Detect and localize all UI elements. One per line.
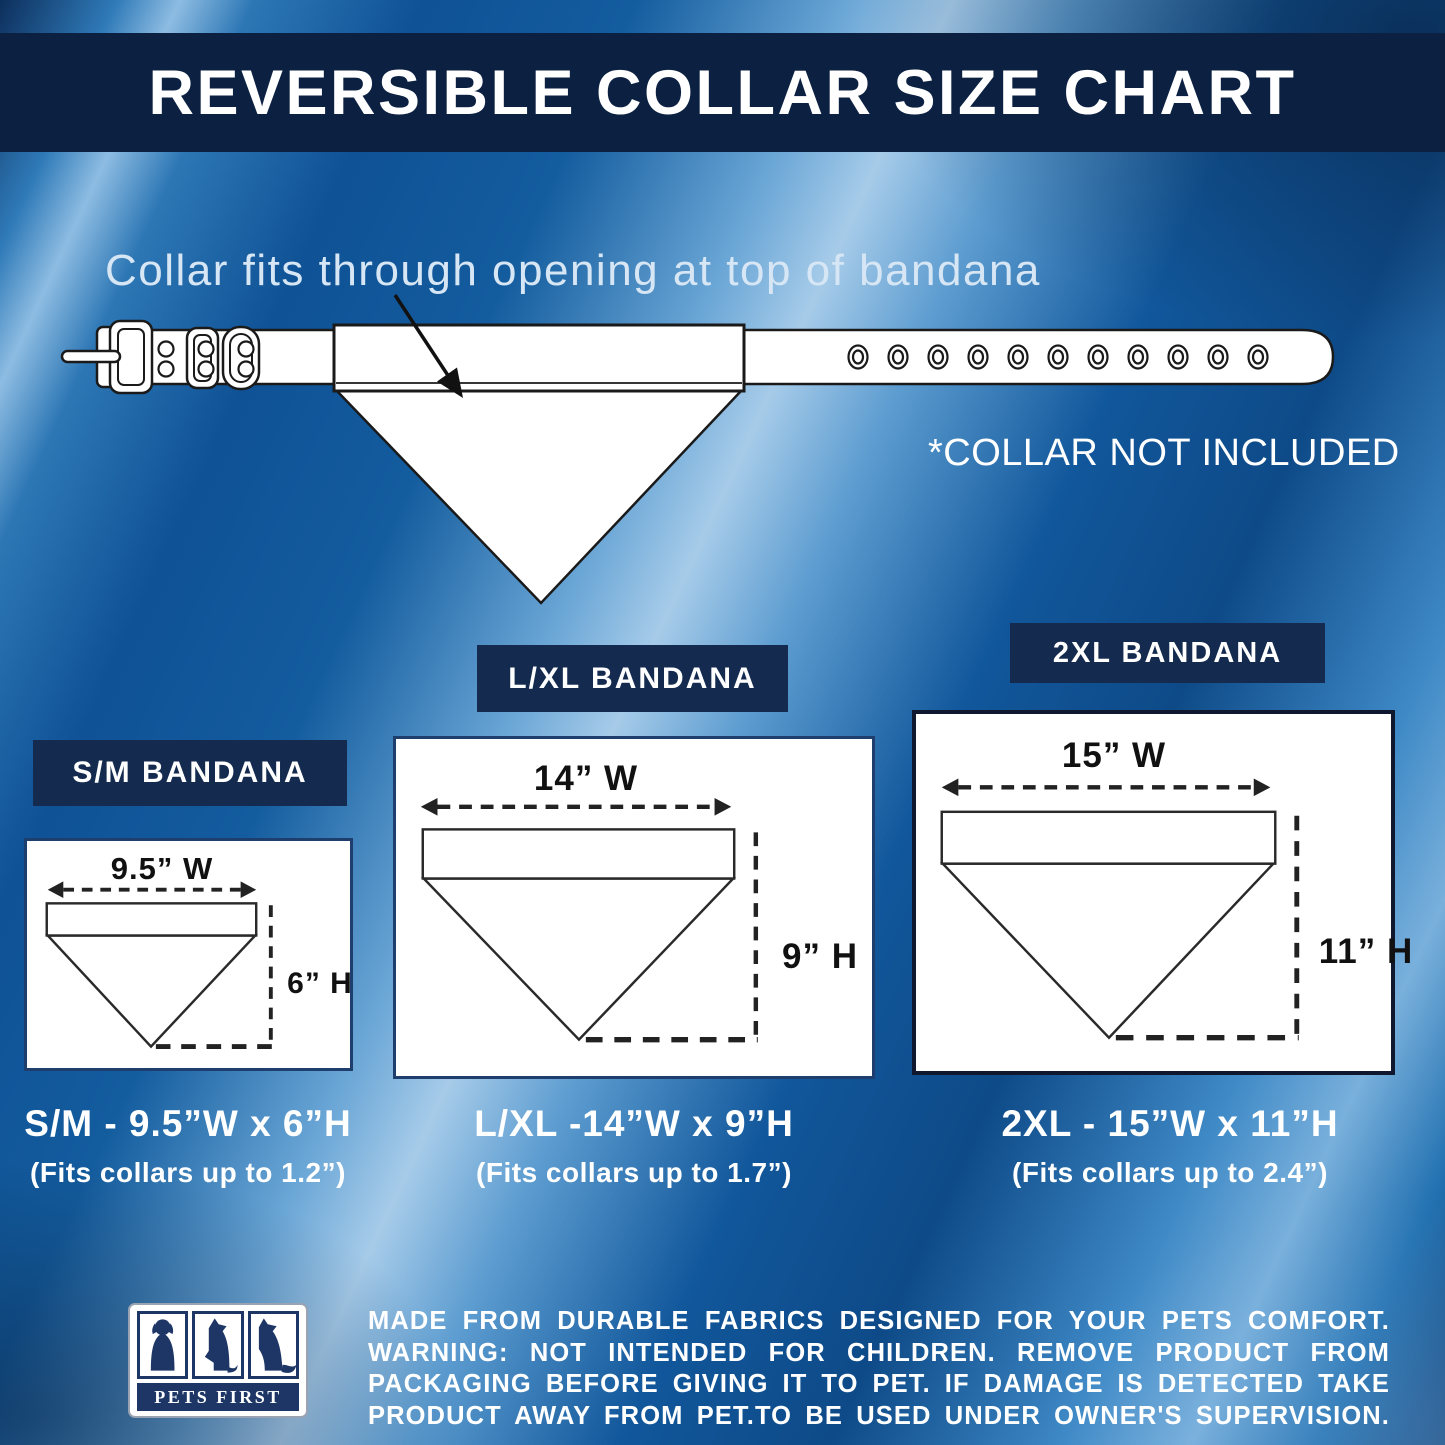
label-2xl-bandana: 2XL BANDANA <box>1010 623 1325 683</box>
caption-sm-size: S/M - 9.5”W x 6”H <box>24 1103 352 1144</box>
logo-frames <box>137 1311 299 1379</box>
caption-lxl-size: L/XL -14”W x 9”H <box>474 1103 794 1144</box>
caption-lxl-fits: (Fits collars up to 1.7”) <box>476 1157 792 1188</box>
pointer-arrow-icon <box>393 294 463 398</box>
lxl-triangle <box>420 877 737 1042</box>
dog-frame-1 <box>137 1311 189 1379</box>
sm-width-arrow <box>47 881 257 898</box>
panel-lxl: 14” W 9” H <box>393 736 875 1079</box>
buckle-holes <box>157 340 255 378</box>
sm-height-label: 6” H <box>287 967 353 1000</box>
2xl-width-label: 15” W <box>1061 736 1167 775</box>
dog-icon-labrador <box>150 1319 175 1371</box>
label-sm-bandana: S/M BANDANA <box>33 740 347 806</box>
caption-sm: S/M - 9.5”W x 6”H (Fits collars up to 1.… <box>16 1103 360 1189</box>
collar-note: *COLLAR NOT INCLUDED <box>928 432 1400 474</box>
2xl-height-label: 11” H <box>1318 932 1414 971</box>
caption-lxl: L/XL -14”W x 9”H (Fits collars up to 1.7… <box>459 1103 809 1189</box>
caption-2xl-size: 2XL - 15”W x 11”H <box>1001 1103 1339 1144</box>
lxl-diagram <box>420 797 759 1043</box>
2xl-diagram <box>939 778 1300 1041</box>
panel-sm: 9.5” W 6” H <box>24 838 353 1071</box>
dog-frame-3 <box>247 1311 299 1379</box>
bandana-sleeve <box>332 323 746 393</box>
caption-2xl-fits: (Fits collars up to 2.4”) <box>1012 1157 1328 1188</box>
title-band: REVERSIBLE COLLAR SIZE CHART <box>0 33 1445 152</box>
collar-eyelets <box>847 344 1269 370</box>
bandana-triangle <box>334 389 744 605</box>
warning-line-4: PRODUCT AWAY FROM PET.TO BE USED UNDER O… <box>368 1401 1390 1430</box>
panel-2xl: 15” W 11” H <box>912 710 1412 1075</box>
dog-frame-2 <box>192 1311 244 1379</box>
warning-line-3: PACKAGING BEFORE GIVING IT TO PET. IF DA… <box>368 1370 1390 1398</box>
warning-line-2: WARNING: NOT INTENDED FOR CHILDREN. REMO… <box>368 1338 1390 1367</box>
lxl-width-label: 14” W <box>533 759 639 798</box>
hero-caption: Collar fits through opening at top of ba… <box>105 246 1041 295</box>
logo-wordmark: PETS FIRST <box>137 1383 299 1411</box>
sm-diagram <box>44 881 273 1050</box>
label-lxl-bandana: L/XL BANDANA <box>477 645 788 712</box>
2xl-triangle <box>939 862 1277 1040</box>
lxl-band <box>421 828 736 880</box>
sm-width-label: 9.5” W <box>110 851 214 886</box>
caption-sm-fits: (Fits collars up to 1.2”) <box>30 1157 346 1188</box>
collar-illustration <box>60 294 1335 605</box>
lxl-height-label: 9” H <box>782 937 858 976</box>
warning-line-1: MADE FROM DURABLE FABRICS DESIGNED FOR Y… <box>368 1307 1390 1335</box>
sm-band <box>45 902 258 937</box>
dog-icon-shepherd <box>258 1318 296 1373</box>
2xl-width-arrow <box>941 778 1271 797</box>
pets-first-logo: PETS FIRST <box>128 1303 308 1418</box>
2xl-band <box>940 810 1277 865</box>
lxl-width-arrow <box>420 797 732 816</box>
warning-text: MADE FROM DURABLE FABRICS DESIGNED FOR Y… <box>368 1306 1390 1432</box>
caption-2xl: 2XL - 15”W x 11”H (Fits collars up to 2.… <box>995 1103 1345 1189</box>
page-title: REVERSIBLE COLLAR SIZE CHART <box>148 57 1297 128</box>
dog-icon-begging <box>205 1318 238 1373</box>
sm-triangle <box>44 934 259 1049</box>
